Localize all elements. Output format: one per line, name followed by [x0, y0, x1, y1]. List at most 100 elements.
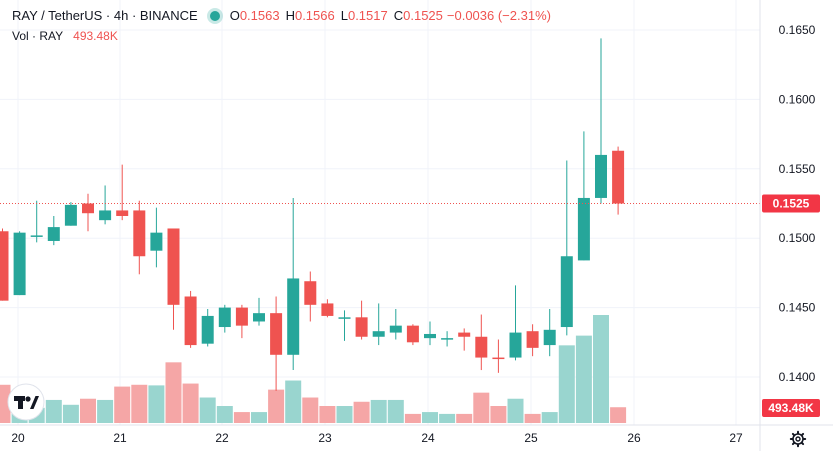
candle	[270, 296, 283, 391]
candle	[355, 300, 368, 340]
high-label: H	[285, 8, 295, 23]
volume-bar	[353, 401, 370, 423]
volume-value: 493.48K	[73, 29, 118, 43]
volume-bar	[251, 412, 267, 423]
candle	[30, 200, 43, 243]
candle-body	[30, 235, 43, 237]
candle-body	[458, 332, 471, 337]
candle-body	[218, 307, 231, 328]
volume-bar	[336, 406, 353, 423]
candle	[304, 271, 317, 322]
chart-legend: RAY / TetherUS · 4h · BINANCE O 0.1563 H…	[12, 6, 555, 46]
candle-body	[560, 256, 573, 328]
volume-bar	[541, 412, 558, 423]
high-value: 0.1566	[294, 8, 335, 23]
candle-body	[150, 232, 163, 251]
candle	[458, 328, 471, 351]
candle-body	[321, 303, 334, 316]
candle	[526, 324, 539, 357]
open-value: 0.1563	[239, 8, 280, 23]
volume-bar	[285, 380, 302, 423]
volume-bar	[524, 413, 541, 423]
candle	[235, 304, 248, 339]
volume-bar	[507, 398, 524, 423]
candle-body	[612, 150, 625, 204]
close-value: 0.1525	[403, 8, 443, 23]
volume-bar	[610, 407, 627, 423]
volume-legend-row: Vol · RAY 493.48K	[12, 26, 555, 46]
price-tick-label: 0.1400	[779, 370, 816, 384]
candle-body	[253, 313, 265, 322]
volume-bar	[422, 412, 438, 423]
low-value: 0.1517	[347, 8, 388, 23]
candle	[184, 290, 197, 348]
volume-bar	[370, 399, 387, 423]
candle-body	[338, 317, 351, 319]
volume-bar	[62, 404, 79, 423]
volume-bars	[0, 315, 627, 423]
candle	[543, 308, 556, 357]
candle-body	[441, 338, 454, 340]
time-axis[interactable]: 20 21 22 23 24 25 26 27	[0, 424, 833, 445]
tradingview-logo-icon[interactable]	[7, 383, 45, 421]
volume-bar	[165, 362, 182, 423]
price-tick-label: 0.1650	[779, 23, 816, 37]
volume-bar	[216, 406, 233, 423]
candle	[201, 308, 214, 347]
volume-bar	[233, 412, 250, 423]
time-tick-label: 27	[729, 431, 743, 445]
candle-body	[99, 210, 112, 221]
price-tick-label: 0.1600	[779, 92, 816, 106]
open-label: O	[229, 8, 240, 23]
candle-body	[372, 331, 385, 337]
volume-bar	[114, 386, 131, 423]
volume-bar	[473, 392, 490, 423]
candle-body	[543, 329, 556, 346]
price-axis[interactable]: 0.1650 0.1600 0.1550 0.1500 0.1450 0.1400	[759, 0, 816, 451]
candle-body	[595, 154, 607, 198]
volume-bar	[0, 384, 11, 423]
volume-bar	[268, 389, 285, 423]
symbol-legend-row: RAY / TetherUS · 4h · BINANCE O 0.1563 H…	[12, 6, 555, 26]
candle	[595, 38, 607, 204]
candle-body	[389, 325, 402, 333]
candle	[577, 131, 590, 261]
status-dot-icon	[209, 11, 220, 21]
candle-body	[167, 228, 180, 305]
chart-grid	[0, 0, 760, 425]
volume-bar	[593, 315, 609, 423]
candle	[167, 228, 180, 330]
candle	[99, 185, 112, 225]
candle-body	[133, 210, 146, 257]
volume-bar	[490, 406, 507, 423]
candle-body	[201, 315, 214, 344]
last-price-label: 0.1525	[773, 197, 810, 211]
candle-body	[287, 278, 300, 355]
volume-bar	[199, 397, 216, 423]
candle	[133, 200, 146, 275]
candle-body	[0, 231, 9, 301]
price-tick-label: 0.1550	[779, 162, 816, 176]
volume-label[interactable]: Vol · RAY	[12, 29, 64, 43]
candle	[389, 308, 402, 340]
volume-bar	[575, 335, 592, 423]
volume-bar	[182, 383, 199, 423]
candle-body	[509, 332, 522, 358]
volume-bar	[558, 345, 575, 423]
candle	[287, 197, 300, 371]
price-tick-label: 0.1450	[779, 301, 816, 315]
candle-body	[406, 325, 419, 343]
candle	[372, 303, 385, 346]
volume-bar	[148, 385, 165, 423]
settings-gear-icon[interactable]	[789, 430, 807, 448]
candle	[492, 339, 505, 373]
candle-body	[355, 317, 368, 337]
candle	[253, 297, 265, 326]
candle	[338, 310, 351, 341]
time-tick-label: 21	[113, 431, 127, 445]
candle	[150, 207, 163, 268]
volume-bar	[387, 399, 404, 423]
symbol-title[interactable]: RAY / TetherUS · 4h · BINANCE	[12, 8, 198, 23]
price-tick-label: 0.1500	[779, 231, 816, 245]
